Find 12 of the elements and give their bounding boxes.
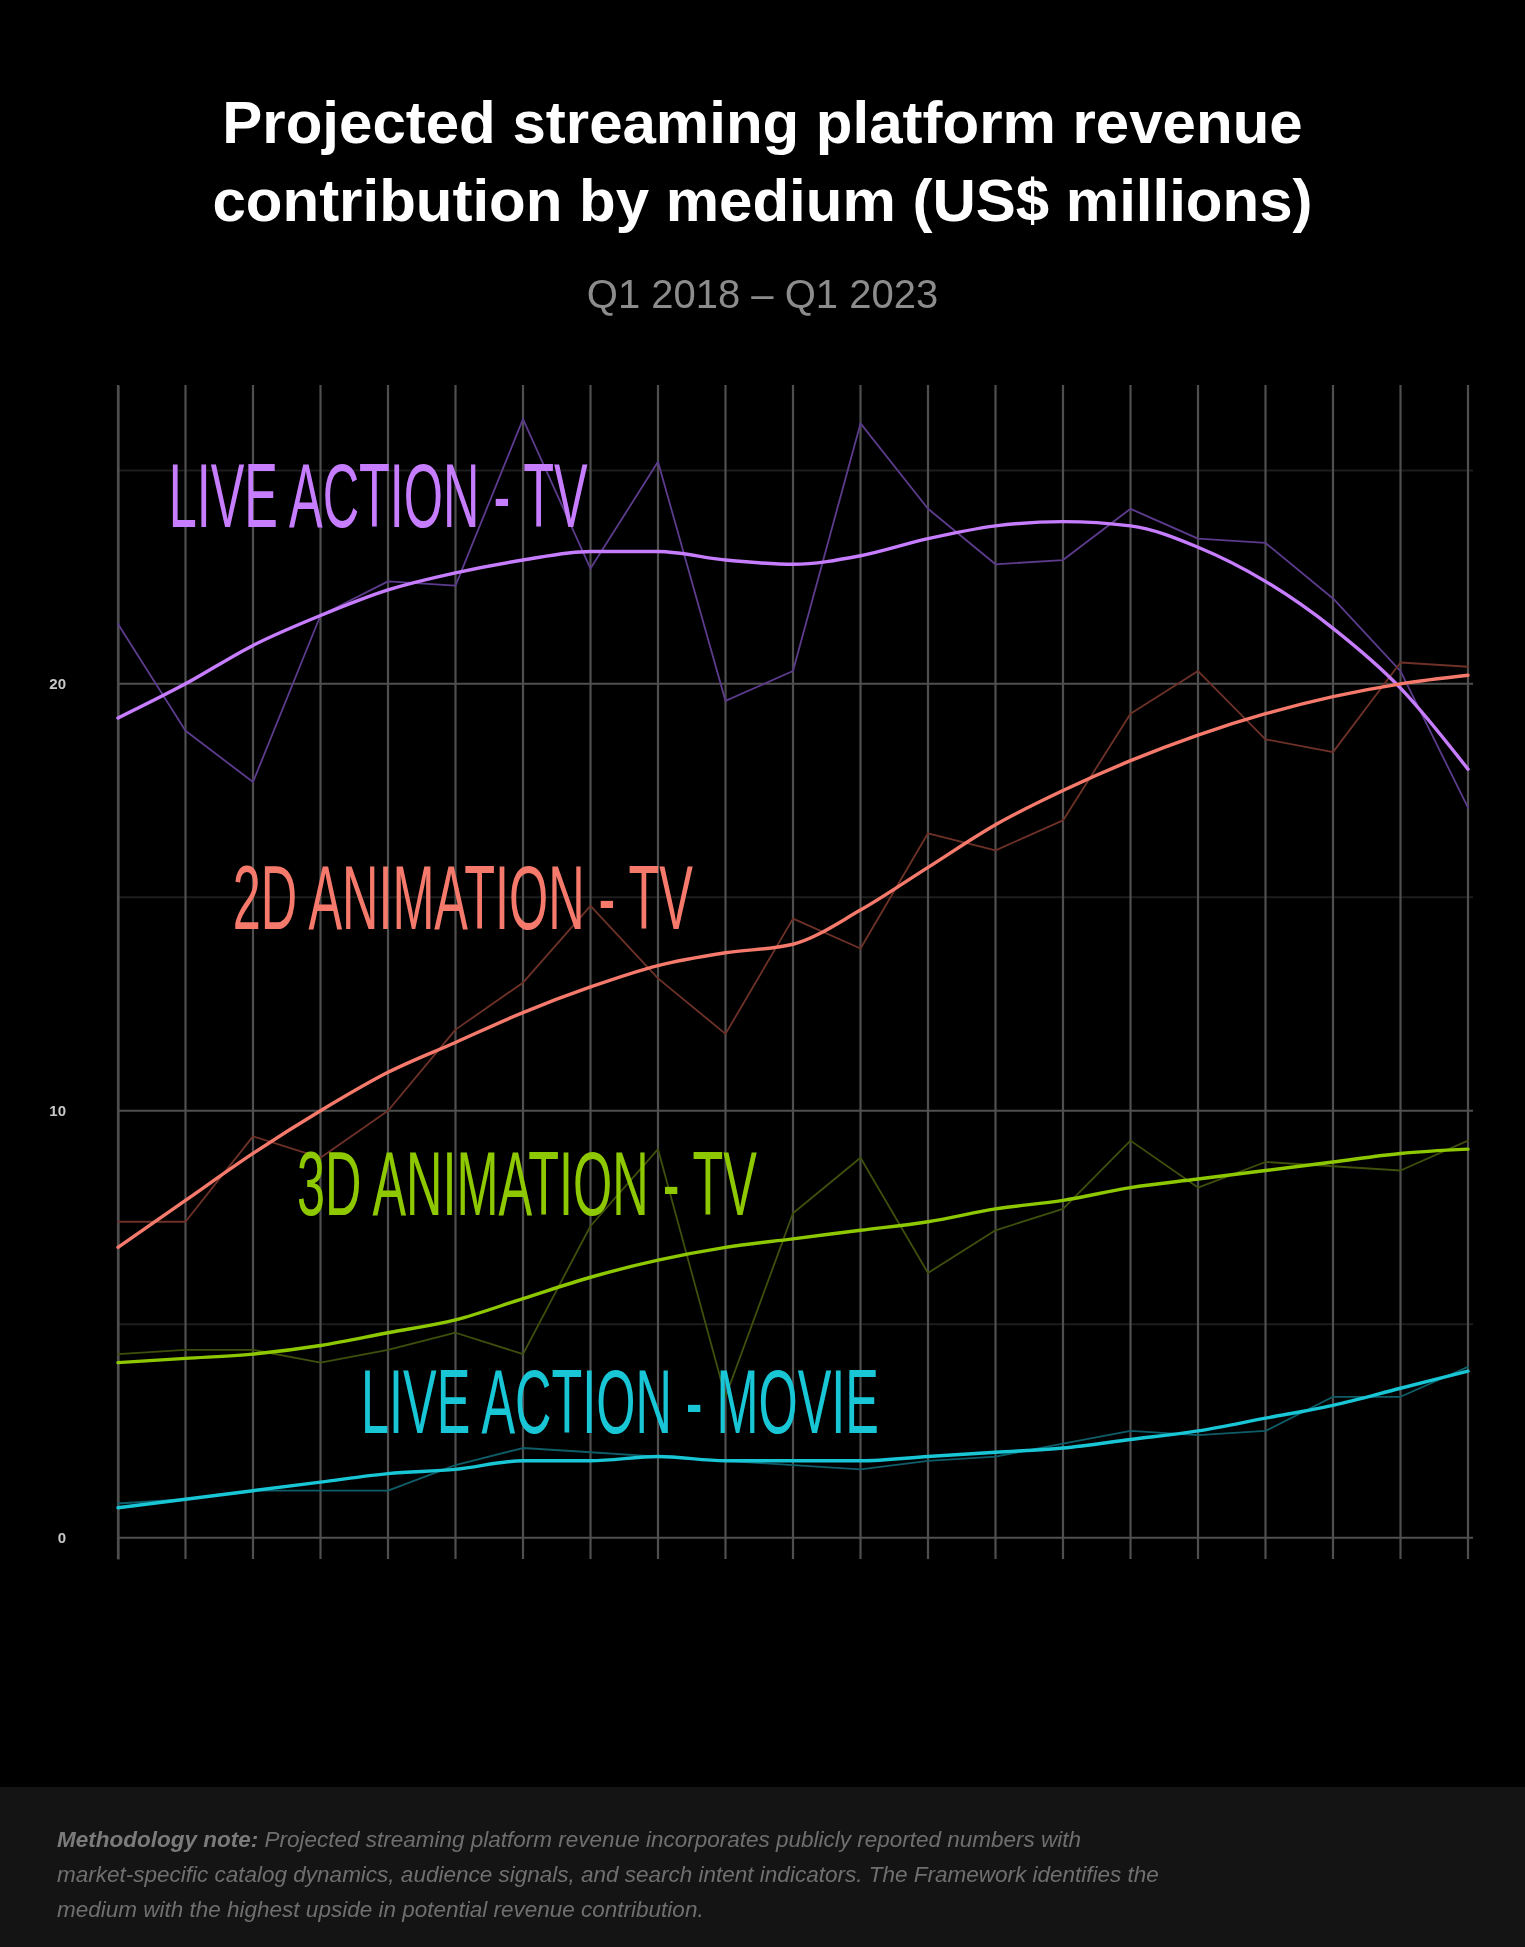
line-series bbox=[117, 418, 1469, 809]
chart-subtitle: Q1 2018 – Q1 2023 bbox=[586, 272, 939, 316]
series-label: 3D ANIMATION - TV bbox=[296, 1133, 758, 1234]
text: Methodology note: Projected streaming platform revenue incorporates publicly reported numbers with market-specific catalog dynamics, audience signals, and search intent indicators. The Framework identifies the medium with the highest upside in potential revenue contribution. bbox=[57, 1827, 1159, 1922]
series-label: LIVE ACTION - MOVIE bbox=[361, 1351, 879, 1452]
line-series bbox=[116, 1147, 1470, 1365]
series-label: 2D ANIMATION - TV bbox=[232, 847, 694, 948]
y-tick-label: 0 bbox=[57, 1528, 66, 1546]
chart-title: Projected streaming platform revenue contribution by medium (US$ millions) bbox=[212, 89, 1313, 234]
y-tick-label: 20 bbox=[49, 675, 66, 693]
y-tick-label: 10 bbox=[49, 1102, 66, 1120]
series-label: LIVE ACTION - TV bbox=[168, 446, 588, 546]
